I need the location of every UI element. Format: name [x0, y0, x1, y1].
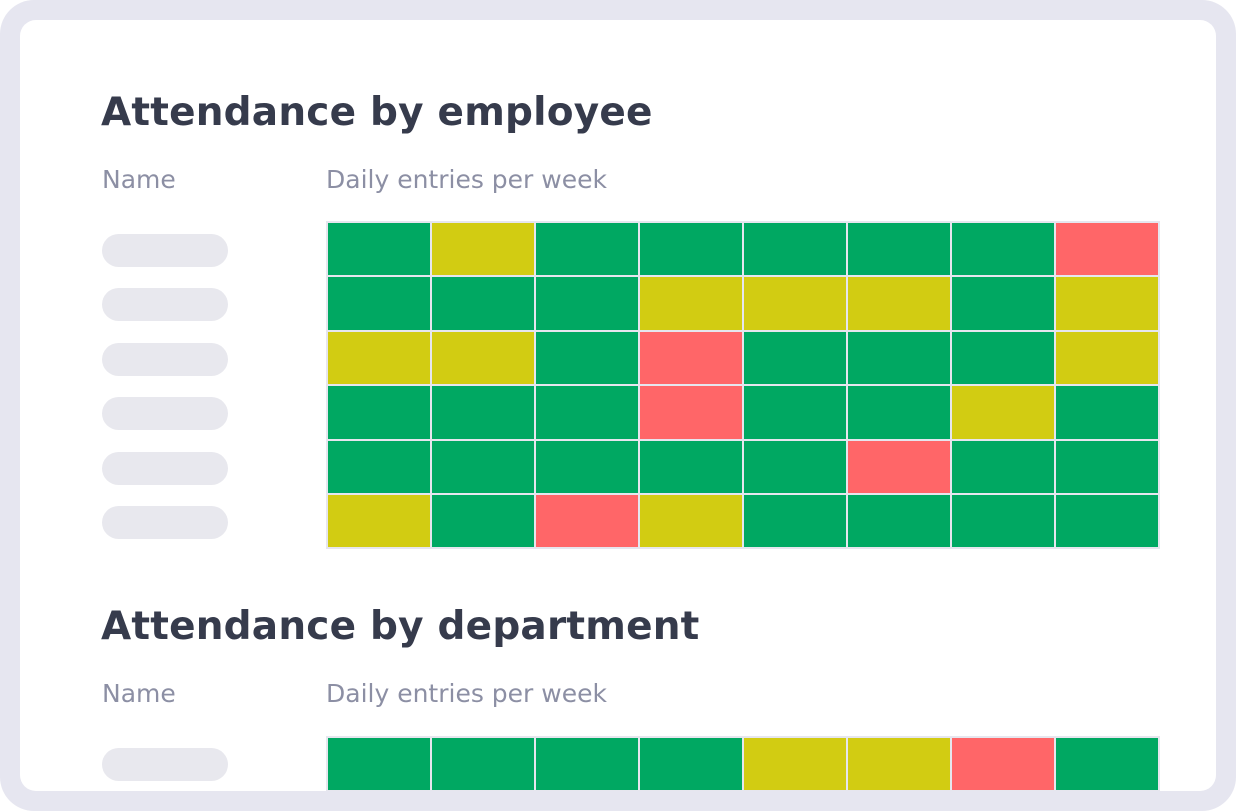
name-placeholder-pill: [102, 397, 228, 430]
heatmap-cell: [640, 440, 742, 493]
heatmap-cell: [952, 277, 1054, 330]
heatmap-cell: [848, 386, 950, 439]
heatmap-cell: [1056, 386, 1158, 439]
heatmap-cell: [536, 277, 638, 330]
heatmap-cell: [536, 386, 638, 439]
heatmap-cell: [640, 738, 742, 791]
heatmap-cell: [1056, 494, 1158, 548]
heatmap-cell: [1056, 331, 1158, 385]
heatmap-cell: [1056, 277, 1158, 330]
heatmap-cell: [328, 738, 430, 791]
heatmap-cell: [848, 738, 950, 791]
department-section-title: Attendance by department: [101, 604, 700, 649]
heatmap-cell: [848, 223, 950, 276]
heatmap-cell: [432, 440, 534, 493]
heatmap-cell: [1056, 440, 1158, 493]
heatmap-cell: [640, 494, 742, 548]
heatmap-cell: [536, 331, 638, 385]
employee-section-title: Attendance by employee: [101, 90, 653, 135]
name-placeholder-pill: [102, 234, 228, 267]
heatmap-cell: [536, 440, 638, 493]
heatmap-cell: [952, 223, 1054, 276]
heatmap-cell: [536, 738, 638, 791]
heatmap-cell: [848, 440, 950, 493]
department-entries-column-label: Daily entries per week: [326, 679, 607, 708]
heatmap-cell: [432, 386, 534, 439]
heatmap-cell: [328, 331, 430, 385]
heatmap-cell: [952, 738, 1054, 791]
name-placeholder-pill: [102, 748, 228, 781]
name-placeholder-pill: [102, 288, 228, 321]
heatmap-cell: [432, 738, 534, 791]
heatmap-cell: [952, 386, 1054, 439]
heatmap-cell: [744, 277, 846, 330]
heatmap-cell: [640, 277, 742, 330]
heatmap-cell: [328, 277, 430, 330]
name-placeholder-pill: [102, 452, 228, 485]
heatmap-cell: [952, 494, 1054, 548]
name-placeholder-pill: [102, 506, 228, 539]
heatmap-cell: [432, 223, 534, 276]
employee-name-column-label: Name: [102, 165, 176, 194]
heatmap-cell: [640, 331, 742, 385]
dashboard-card: Attendance by employee Name Daily entrie…: [20, 20, 1216, 791]
heatmap-cell: [328, 386, 430, 439]
heatmap-cell: [640, 223, 742, 276]
heatmap-cell: [848, 331, 950, 385]
heatmap-cell: [328, 494, 430, 548]
heatmap-cell: [848, 277, 950, 330]
heatmap-cell: [744, 331, 846, 385]
heatmap-cell: [744, 494, 846, 548]
heatmap-cell: [744, 440, 846, 493]
heatmap-cell: [432, 331, 534, 385]
department-heatmap: [326, 736, 1160, 791]
heatmap-cell: [328, 440, 430, 493]
heatmap-cell: [952, 440, 1054, 493]
department-name-column-label: Name: [102, 679, 176, 708]
heatmap-cell: [1056, 738, 1158, 791]
heatmap-cell: [432, 494, 534, 548]
heatmap-cell: [744, 386, 846, 439]
heatmap-cell: [848, 494, 950, 548]
heatmap-cell: [432, 277, 534, 330]
employee-entries-column-label: Daily entries per week: [326, 165, 607, 194]
heatmap-cell: [952, 331, 1054, 385]
employee-heatmap: [326, 221, 1160, 550]
name-placeholder-pill: [102, 343, 228, 376]
heatmap-cell: [536, 494, 638, 548]
heatmap-cell: [744, 223, 846, 276]
heatmap-cell: [1056, 223, 1158, 276]
heatmap-cell: [744, 738, 846, 791]
heatmap-cell: [536, 223, 638, 276]
heatmap-cell: [328, 223, 430, 276]
heatmap-cell: [640, 386, 742, 439]
